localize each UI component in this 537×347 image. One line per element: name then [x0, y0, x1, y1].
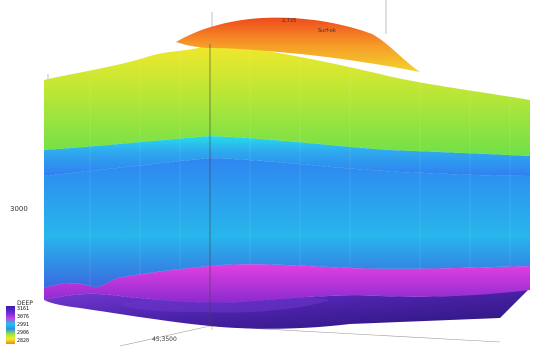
legend-title: DEEP — [17, 300, 33, 307]
layer-magenta — [44, 264, 530, 303]
legend-tick: 3076 — [17, 314, 30, 320]
layer-cyan — [44, 136, 530, 176]
color-legend: DEEP 3161 3076 2991 2906 2820 — [4, 300, 44, 344]
legend-tick: 3161 — [17, 306, 30, 312]
legend-tick: 2820 — [17, 338, 30, 344]
x-axis-label: 45,3500 — [152, 336, 177, 343]
layer-upper-green — [44, 44, 530, 156]
legend-color-bar — [6, 306, 15, 344]
layer-top-cap — [176, 17, 420, 72]
top-label-surface: Surf-ok — [318, 28, 336, 34]
surface-striations — [89, 50, 511, 285]
layer-lower-blue — [44, 158, 530, 288]
legend-tick: 2991 — [17, 322, 30, 328]
depth-label: 3000 — [10, 205, 28, 213]
top-label-depth: 2,725 — [282, 18, 296, 24]
legend-tick: 2906 — [17, 330, 30, 336]
